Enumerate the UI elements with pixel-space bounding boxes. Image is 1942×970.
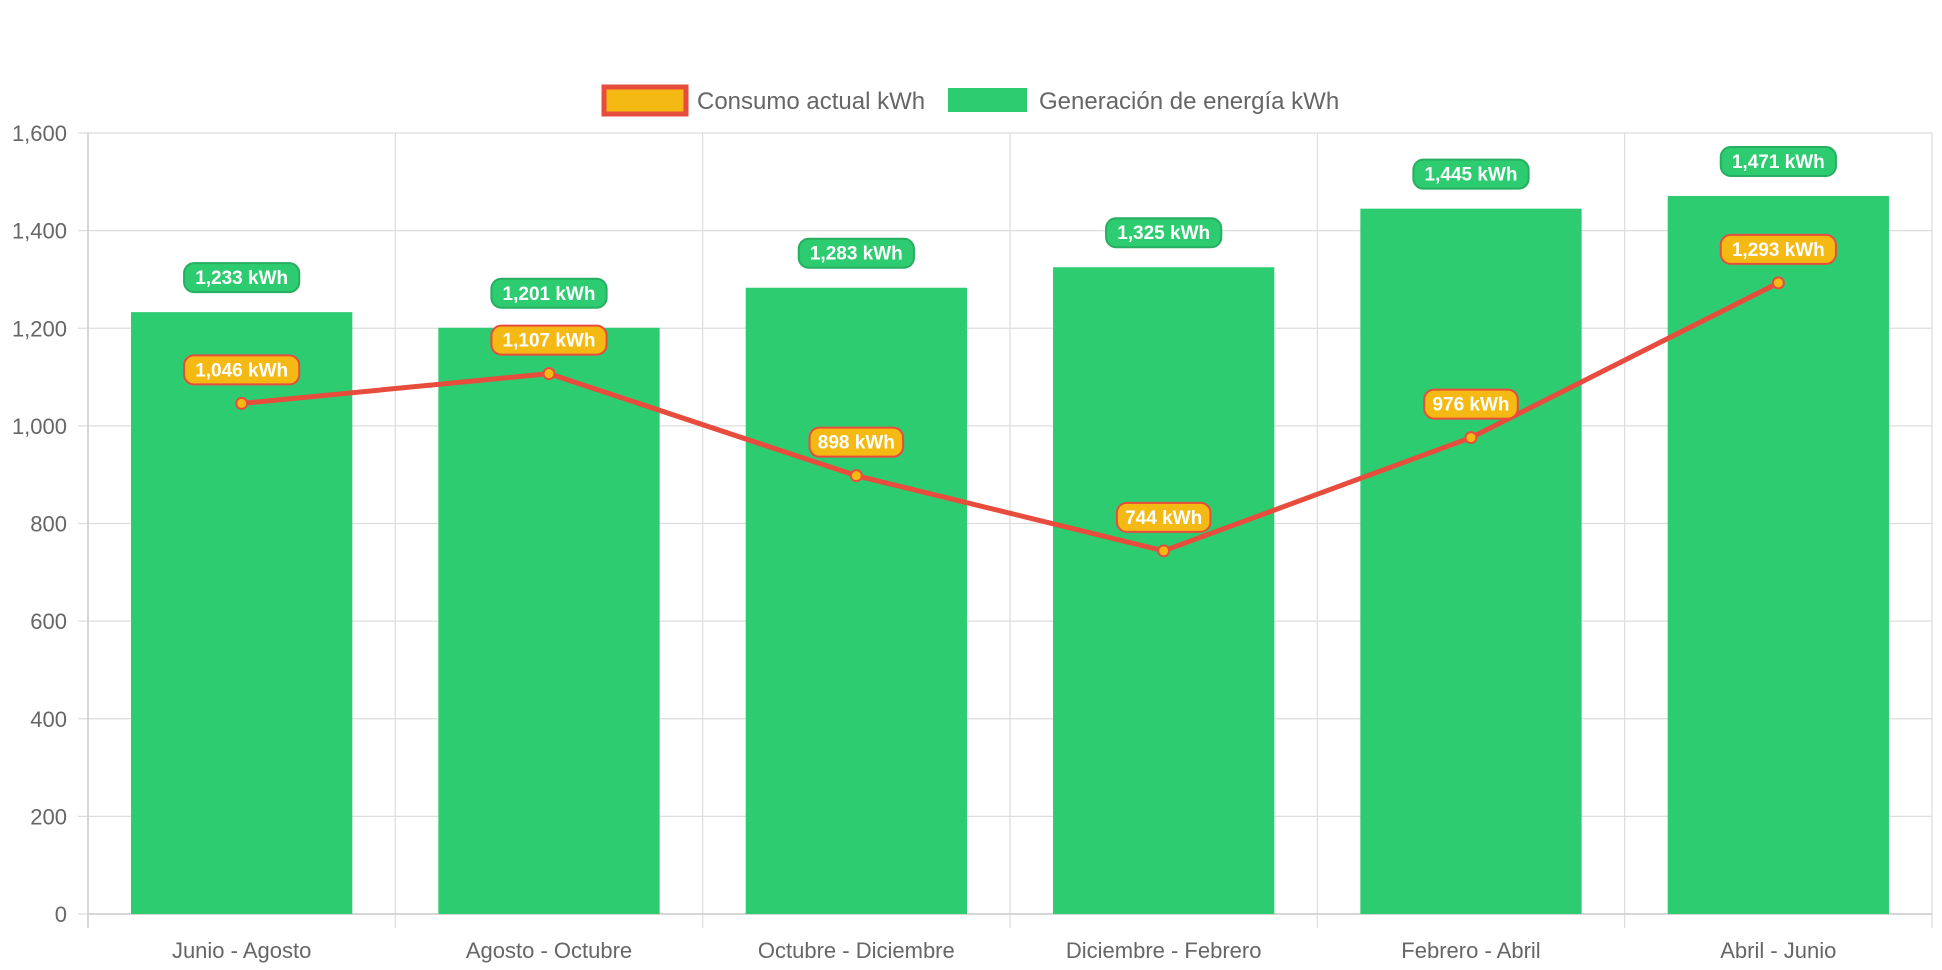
bar-data-label-bg — [1719, 145, 1837, 177]
x-tick-label: Abril - Junio — [1720, 938, 1836, 963]
bar-data-label-bg — [797, 237, 915, 269]
y-tick-label: 1,000 — [12, 414, 67, 439]
grid-lines — [78, 132, 1933, 928]
bar-data-label-text: 1,201 kWh — [503, 284, 596, 305]
y-axis: 0 200 400 600 800 1,000 1,200 1,400 1,600 — [12, 121, 89, 928]
y-tick-label: 200 — [30, 804, 67, 829]
y-tick-label: 600 — [30, 609, 67, 634]
bar-data-label: 1,233 kWh — [183, 262, 301, 294]
line-point[interactable] — [1157, 544, 1171, 558]
bar-data-label-text: 1,471 kWh — [1732, 152, 1825, 173]
x-tick-label: Diciembre - Febrero — [1066, 938, 1262, 963]
bar-data-label-bg — [490, 277, 608, 309]
legend-item-generacion[interactable]: Generación de energía kWh — [948, 88, 1339, 115]
bar-data-label-text: 1,445 kWh — [1425, 165, 1518, 186]
bar-data-label: 1,283 kWh — [797, 237, 915, 269]
bar-data-label: 1,445 kWh — [1412, 158, 1530, 190]
bar[interactable] — [1053, 267, 1275, 914]
bar-data-label-bg — [1105, 217, 1223, 249]
data-labels: 1,233 kWh 1,201 kWh 1,283 kWh 1,325 kWh 1,44… — [183, 145, 1837, 533]
line-data-label-bg — [1719, 233, 1837, 265]
x-axis: Junio - Agosto Agosto - Octubre Octubre - … — [88, 913, 1932, 963]
legend-item-consumo[interactable]: Consumo actual kWh — [601, 84, 925, 117]
legend-label-consumo: Consumo actual kWh — [697, 88, 925, 115]
x-tick-label: Junio - Agosto — [172, 938, 311, 963]
line-point[interactable] — [849, 469, 863, 483]
line-series-consumo — [235, 276, 1785, 558]
line-point[interactable] — [235, 396, 249, 410]
line-data-label: 744 kWh — [1115, 501, 1212, 533]
line-data-label-bg — [490, 324, 608, 356]
x-tick-label: Febrero - Abril — [1401, 938, 1540, 963]
y-tick-label: 1,400 — [12, 219, 67, 244]
bar-data-label: 1,471 kWh — [1719, 145, 1837, 177]
line-data-label-bg — [808, 426, 905, 458]
line-data-label-text: 898 kWh — [818, 433, 895, 454]
y-tick-label: 1,600 — [12, 121, 67, 146]
line-data-label-bg — [1423, 388, 1519, 420]
bar[interactable] — [1360, 208, 1582, 915]
line-data-label: 898 kWh — [808, 426, 905, 458]
bar-data-label-bg — [183, 262, 301, 294]
bar-data-label: 1,325 kWh — [1105, 217, 1223, 249]
consumo-line — [241, 280, 1780, 554]
y-tick-label: 1,200 — [12, 316, 67, 341]
bar-data-label-bg — [1412, 158, 1530, 190]
bar-data-label-text: 1,283 kWh — [810, 244, 903, 265]
bar[interactable] — [1667, 195, 1889, 914]
line-data-label: 976 kWh — [1423, 388, 1519, 420]
line-data-label-bg — [1115, 501, 1212, 533]
bar-series-generacion — [131, 195, 1889, 915]
line-data-label-text: 744 kWh — [1125, 508, 1202, 529]
bar-data-label-text: 1,325 kWh — [1117, 223, 1210, 244]
line-data-label: 1,046 kWh — [183, 354, 301, 386]
line-point[interactable] — [1464, 431, 1478, 445]
x-tick-label: Agosto - Octubre — [466, 938, 632, 963]
x-tick-label: Octubre - Diciembre — [758, 938, 955, 963]
line-point[interactable] — [542, 367, 556, 381]
line-data-label-text: 1,293 kWh — [1732, 240, 1825, 261]
line-point[interactable] — [1771, 276, 1785, 290]
bar[interactable] — [438, 327, 660, 915]
legend-swatch-generacion — [948, 88, 1027, 112]
line-data-label-text: 976 kWh — [1432, 395, 1509, 416]
y-tick-label: 400 — [30, 707, 67, 732]
legend-label-generacion: Generación de energía kWh — [1039, 88, 1339, 115]
line-data-label-bg — [183, 354, 301, 386]
bar[interactable] — [745, 287, 967, 915]
y-tick-label: 800 — [30, 512, 67, 537]
bar[interactable] — [131, 312, 353, 915]
line-data-label: 1,293 kWh — [1719, 233, 1837, 265]
legend-swatch-consumo — [601, 84, 689, 117]
legend: Consumo actual kWh Generación de energía… — [601, 84, 1339, 117]
bar-data-label: 1,201 kWh — [490, 277, 608, 309]
line-data-label-text: 1,046 kWh — [195, 360, 288, 381]
line-data-label: 1,107 kWh — [490, 324, 608, 356]
y-tick-label: 0 — [55, 902, 67, 927]
line-data-label-text: 1,107 kWh — [503, 331, 596, 352]
bar-data-label-text: 1,233 kWh — [195, 268, 288, 289]
